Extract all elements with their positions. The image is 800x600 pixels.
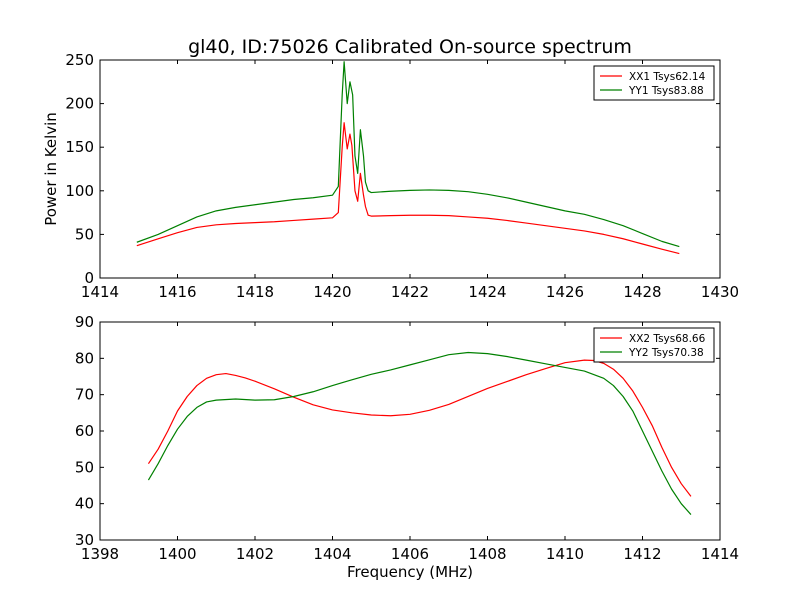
y-tick-label: 0 [84,269,94,287]
y-tick-label: 50 [75,225,94,243]
x-tick-label: 1404 [313,545,351,563]
y-tick-label: 250 [65,51,94,69]
y-tick-label: 150 [65,138,94,156]
legend-entry-label: YY1 Tsys83.88 [628,85,704,97]
series-line-1-2 [136,61,680,248]
x-tick-label: 1422 [391,283,429,301]
x-tick-label: 1398 [81,545,119,563]
series-line-2-1 [147,359,692,497]
y-tick-label: 70 [75,386,94,404]
x-tick-label: 1410 [546,545,584,563]
x-tick-label: 1430 [701,283,739,301]
series-line-1-1 [136,122,680,255]
x-tick-label: 1418 [236,283,274,301]
figure-title: gl40, ID:75026 Calibrated On-source spec… [188,36,632,58]
legend-entry-label: XX2 Tsys68.66 [629,333,706,345]
y-tick-label: 60 [75,422,94,440]
x-tick-label: 1406 [391,545,429,563]
series-line-2-2 [147,351,692,515]
y-axis-label: Power in Kelvin [42,112,60,226]
chart-panels: 1414 1416 1418 1420 1422 1424 1426 1428 14300501… [42,51,739,581]
legend-box [593,327,715,363]
y-tick-label: 100 [65,182,94,200]
x-tick-label: 1426 [546,283,584,301]
legend-entry-label: YY2 Tsys70.38 [628,347,704,359]
x-tick-label: 1414 [81,283,119,301]
y-tick-label: 30 [75,531,94,549]
x-axis-label: Frequency (MHz) [347,563,473,581]
x-tick-label: 1408 [468,545,506,563]
panel-2: 1398 1400 1402 1404 1406 1408 1410 1412 1414 30 40… [75,313,739,581]
x-tick-label: 1416 [158,283,196,301]
x-tick-label: 1412 [623,545,661,563]
legend-2: XX2 Tsys68.66 YY2 Tsys70.38 [593,327,715,363]
x-tick-label: 1420 [313,283,351,301]
y-tick-label: 90 [75,313,94,331]
x-tick-label: 1424 [468,283,506,301]
y-tick-label: 50 [75,458,94,476]
legend-box [593,65,715,101]
y-tick-label: 40 [75,495,94,513]
x-tick-label: 1400 [158,545,196,563]
y-tick-label: 80 [75,349,94,367]
legend-entry-label: XX1 Tsys62.14 [629,71,706,83]
y-tick-label: 200 [65,95,94,113]
x-tick-label: 1402 [236,545,274,563]
x-tick-label: 1414 [701,545,739,563]
x-tick-label: 1428 [623,283,661,301]
legend-1: XX1 Tsys62.14 YY1 Tsys83.88 [593,65,715,101]
panel-1: 1414 1416 1418 1420 1422 1424 1426 1428 1430 0 50 1… [42,51,739,301]
